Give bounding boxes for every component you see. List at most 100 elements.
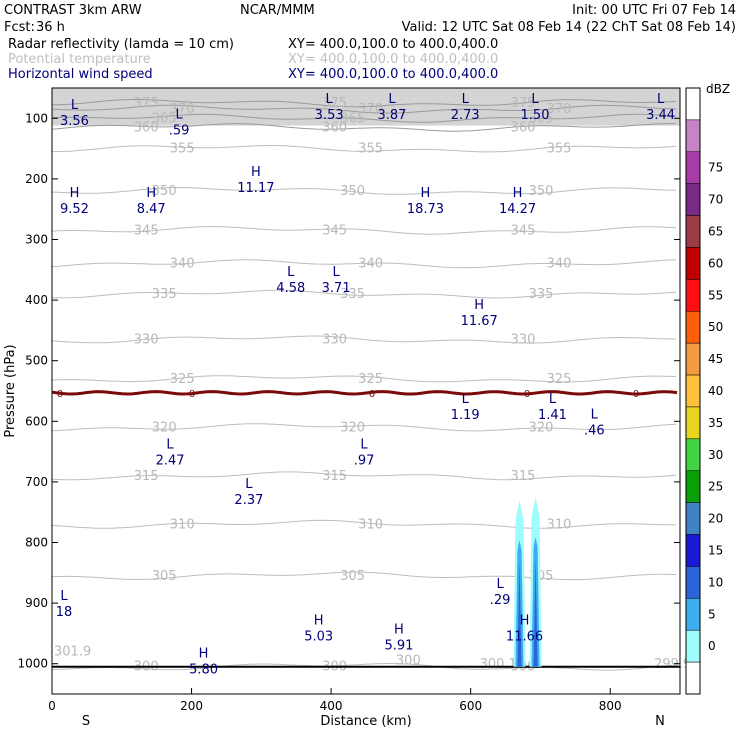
extremum-type: H — [474, 298, 484, 313]
extremum-value: 18 — [56, 605, 73, 620]
wind-extremum-H: H8.47 — [137, 186, 166, 217]
zero-contour-label: 0 — [524, 389, 530, 400]
colorbar-swatch — [685, 87, 701, 121]
y-tick-label: 800 — [25, 536, 48, 550]
theta-contour-320 — [51, 423, 677, 432]
extremum-value: 2.47 — [156, 454, 185, 469]
theta-label: 335 — [529, 287, 554, 302]
theta-contour-350 — [51, 187, 677, 195]
theta-contour-345 — [51, 226, 677, 235]
y-axis-label: Pressure (hPa) — [3, 344, 18, 437]
theta-label: 330 — [322, 333, 347, 348]
theta-label: 325 — [358, 372, 383, 387]
field-name-3: Horizontal wind speed — [8, 67, 153, 82]
extremum-type: H — [251, 165, 261, 180]
wind-extremum-H: H5.80 — [189, 647, 218, 678]
x-tick-label: 400 — [320, 699, 343, 713]
theta-label: 350 — [529, 184, 554, 199]
extremum-value: 4.58 — [276, 281, 305, 296]
extremum-type: H — [421, 186, 431, 201]
colorbar-swatch — [685, 311, 701, 344]
theta-label: 330 — [511, 333, 536, 348]
colorbar-label: 15 — [708, 544, 723, 558]
theta-contour-360 — [51, 123, 676, 132]
extremum-value: 5.03 — [304, 629, 333, 644]
field-xy-1: XY= 400.0,100.0 to 400.0,400.0 — [288, 37, 498, 52]
wind-extremum-H: H14.27 — [499, 186, 536, 217]
extremum-value: 3.56 — [60, 114, 89, 129]
colorbar-swatch — [685, 534, 701, 567]
header-valid: Valid: 12 UTC Sat 08 Feb 14 (22 ChT Sat … — [402, 20, 736, 35]
colorbar-swatch — [685, 342, 701, 376]
colorbar-swatch — [685, 247, 701, 280]
wind-extremum-L: L1.41 — [538, 392, 567, 423]
theta-label: 355 — [547, 142, 572, 157]
colorbar-swatch — [685, 629, 701, 663]
wind-extremum-L: L.46 — [584, 407, 605, 438]
y-tick-label: 100 — [25, 111, 48, 125]
extremum-value: 11.17 — [237, 181, 274, 196]
colorbar-swatch — [685, 183, 701, 216]
colorbar-label: 20 — [708, 512, 723, 526]
theta-label: 355 — [358, 142, 383, 157]
colorbar-swatch — [685, 566, 701, 599]
extremum-type: H — [520, 613, 530, 628]
wind-extremum-L: L4.58 — [276, 265, 305, 296]
x-tick-label: 800 — [599, 699, 622, 713]
wind-extremum-L: L3.56 — [60, 98, 89, 129]
wind-extremum-L: L1.50 — [521, 92, 550, 123]
surface-theta-label: 299.9 — [654, 657, 691, 672]
reflectivity-cells — [513, 497, 542, 667]
extremum-type: H — [70, 186, 80, 201]
colorbar: dBZ 0 5 10 15 20 25 30 35 40 45 50 55 60 65 70 75 — [685, 82, 730, 695]
theta-contour-305 — [51, 571, 677, 581]
extremum-type: H — [314, 613, 324, 628]
wind-extremum-H: H18.73 — [407, 186, 444, 217]
y-tick-label: 500 — [25, 354, 48, 368]
colorbar-label: 65 — [708, 225, 723, 239]
theta-label: 315 — [322, 469, 347, 484]
header-center: NCAR/MMM — [240, 3, 315, 18]
y-tick-label: 900 — [25, 596, 48, 610]
wind-extremum-L: L1.19 — [451, 392, 480, 423]
theta-label: 370 — [170, 102, 195, 117]
theta-label: 340 — [358, 257, 383, 272]
header-title: CONTRAST 3km ARW — [4, 3, 142, 18]
extremum-value: 1.41 — [538, 408, 567, 423]
wind-extremum-L: L.59 — [169, 107, 190, 138]
zero-contour-label: 0 — [189, 389, 195, 400]
theta-label: 360 — [134, 120, 159, 135]
extremum-type: L — [388, 92, 396, 107]
extremum-value: 8.47 — [137, 202, 166, 217]
axes: 100 200 300 400 500 600 700 800 900 1000 0 200 400 60… — [3, 87, 681, 729]
wind-extremum-L: L.29 — [490, 577, 511, 608]
theta-label: 325 — [547, 372, 572, 387]
theta-label: 360 — [322, 120, 347, 135]
field-xy-3: XY= 400.0,100.0 to 400.0,400.0 — [288, 67, 498, 82]
extremum-value: 3.44 — [646, 108, 675, 123]
extremum-type: L — [60, 589, 68, 604]
x-tick-label: 0 — [48, 699, 56, 713]
theta-contour-335 — [51, 289, 677, 299]
extremum-type: L — [360, 438, 368, 453]
wind-extremum-H: H11.66 — [506, 613, 543, 644]
colorbar-title: dBZ — [706, 82, 730, 96]
theta-label: 375 — [511, 96, 536, 111]
y-tick-label: 700 — [25, 475, 48, 489]
wind-extremum-H: H5.91 — [384, 622, 413, 653]
extremum-type: L — [333, 265, 341, 280]
theta-contour-355 — [52, 145, 677, 153]
extremum-value: .29 — [490, 593, 511, 608]
y-tick-label: 200 — [25, 172, 48, 186]
extremum-type: L — [462, 92, 470, 107]
extremum-value: 11.67 — [461, 314, 498, 329]
surface-theta-label: 300 — [396, 654, 421, 669]
extremum-type: H — [513, 186, 523, 201]
x-axis-label: Distance (km) — [320, 714, 411, 729]
header-fcst-value: 36 h — [36, 20, 65, 35]
zero-contour — [51, 390, 678, 396]
theta-contour-315 — [51, 471, 677, 481]
theta-label: 345 — [322, 223, 347, 238]
theta-contour-330 — [51, 335, 676, 344]
zero-contour-label: 0 — [369, 389, 375, 400]
